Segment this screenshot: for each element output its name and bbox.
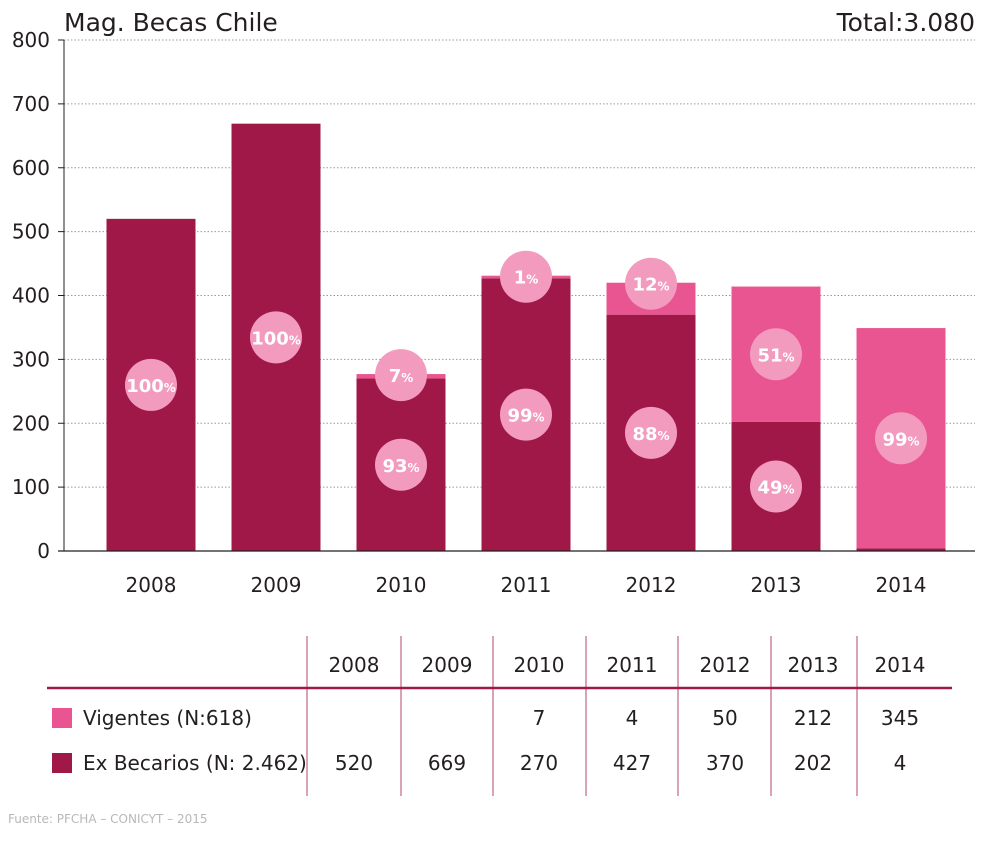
chart-title: Mag. Becas Chile bbox=[64, 8, 278, 37]
percent-bubble-circle bbox=[750, 460, 802, 513]
x-tick-label: 2010 bbox=[376, 573, 427, 597]
table-cell: 427 bbox=[613, 751, 651, 775]
table-cell: 669 bbox=[428, 751, 466, 775]
legend-swatch bbox=[52, 753, 72, 773]
x-tick-label: 2008 bbox=[126, 573, 177, 597]
percent-bubble-circle bbox=[625, 406, 677, 459]
table-cell: 370 bbox=[706, 751, 744, 775]
legend-swatch bbox=[52, 708, 72, 728]
data-table: 2008 2009 2010 2011 2012 2013 2014 Vigentes (N:… bbox=[47, 636, 952, 796]
table-row-label: Ex Becarios (N: 2.462) bbox=[83, 751, 307, 775]
x-tick-label: 2012 bbox=[626, 573, 677, 597]
percent-bubble-label: 100% bbox=[126, 376, 176, 397]
chart-total-label: Total:3.080 bbox=[836, 8, 975, 37]
percent-bubble-circle bbox=[875, 412, 927, 465]
percent-bubble-circle bbox=[250, 311, 302, 364]
percent-bubble: 88% bbox=[625, 406, 677, 459]
percent-bubble-label: 1% bbox=[514, 268, 539, 289]
y-tick-label: 300 bbox=[12, 347, 50, 371]
table-header-cell: 2012 bbox=[700, 653, 751, 677]
percent-bubble: 12% bbox=[625, 257, 677, 310]
percent-bubble-label: 100% bbox=[251, 328, 301, 349]
table-row-label: Vigentes (N:618) bbox=[83, 706, 252, 730]
bars-layer: 100% 100% 93% 7% 99% 1% 88% 12% 49% 51% 99% bbox=[106, 123, 946, 552]
bar-ex-becarios bbox=[856, 548, 946, 551]
percent-bubble: 1% bbox=[500, 250, 552, 303]
y-tick-label: 700 bbox=[12, 92, 50, 116]
table-header-cell: 2008 bbox=[329, 653, 380, 677]
axis-layer: 0 100 200 300 400 500 600 700 800 2008 2009 2010 201… bbox=[12, 28, 975, 597]
x-tick-label: 2013 bbox=[751, 573, 802, 597]
table-header-cell: 2013 bbox=[788, 653, 839, 677]
percent-bubble-label: 12% bbox=[632, 275, 669, 296]
x-tick-label: 2011 bbox=[501, 573, 552, 597]
percent-bubble: 93% bbox=[375, 438, 427, 491]
percent-bubble-circle bbox=[625, 257, 677, 310]
percent-bubble-label: 93% bbox=[382, 456, 419, 477]
percent-bubble-circle bbox=[750, 328, 802, 381]
table-cell: 202 bbox=[794, 751, 832, 775]
y-tick-label: 500 bbox=[12, 220, 50, 244]
percent-bubble-label: 51% bbox=[757, 345, 794, 366]
y-tick-label: 200 bbox=[12, 411, 50, 435]
percent-bubble: 99% bbox=[875, 412, 927, 465]
percent-bubble: 51% bbox=[750, 328, 802, 381]
y-tick-label: 0 bbox=[37, 539, 50, 563]
y-tick-label: 800 bbox=[12, 28, 50, 52]
table-cell: 520 bbox=[335, 751, 373, 775]
percent-bubble-label: 7% bbox=[389, 366, 414, 387]
percent-bubble: 7% bbox=[375, 349, 427, 402]
percent-bubble: 100% bbox=[250, 311, 302, 364]
y-tick-label: 600 bbox=[12, 156, 50, 180]
percent-bubble-label: 49% bbox=[757, 477, 794, 498]
y-tick-label: 100 bbox=[12, 475, 50, 499]
table-header-cell: 2014 bbox=[875, 653, 926, 677]
table-cell: 345 bbox=[881, 706, 919, 730]
percent-bubble: 49% bbox=[750, 460, 802, 513]
percent-bubble-circle bbox=[500, 388, 552, 441]
percent-bubble-label: 99% bbox=[882, 429, 919, 450]
table-cell: 50 bbox=[712, 706, 737, 730]
percent-bubble-label: 99% bbox=[507, 406, 544, 427]
table-cell: 7 bbox=[533, 706, 546, 730]
percent-bubble: 99% bbox=[500, 388, 552, 441]
percent-bubble-label: 88% bbox=[632, 424, 669, 445]
table-cell: 4 bbox=[626, 706, 639, 730]
table-cell: 212 bbox=[794, 706, 832, 730]
table-cell: 270 bbox=[520, 751, 558, 775]
percent-bubble: 100% bbox=[125, 358, 177, 411]
source-note: Fuente: PFCHA – CONICYT – 2015 bbox=[8, 812, 208, 826]
x-tick-label: 2014 bbox=[876, 573, 927, 597]
table-header-cell: 2009 bbox=[422, 653, 473, 677]
percent-bubble-circle bbox=[375, 349, 427, 402]
table-header-cell: 2010 bbox=[514, 653, 565, 677]
percent-bubble-circle bbox=[500, 250, 552, 303]
table-header-cell: 2011 bbox=[607, 653, 658, 677]
y-tick-label: 400 bbox=[12, 284, 50, 308]
percent-bubble-circle bbox=[375, 438, 427, 491]
x-tick-label: 2009 bbox=[251, 573, 302, 597]
percent-bubble-circle bbox=[125, 358, 177, 411]
table-cell: 4 bbox=[894, 751, 907, 775]
